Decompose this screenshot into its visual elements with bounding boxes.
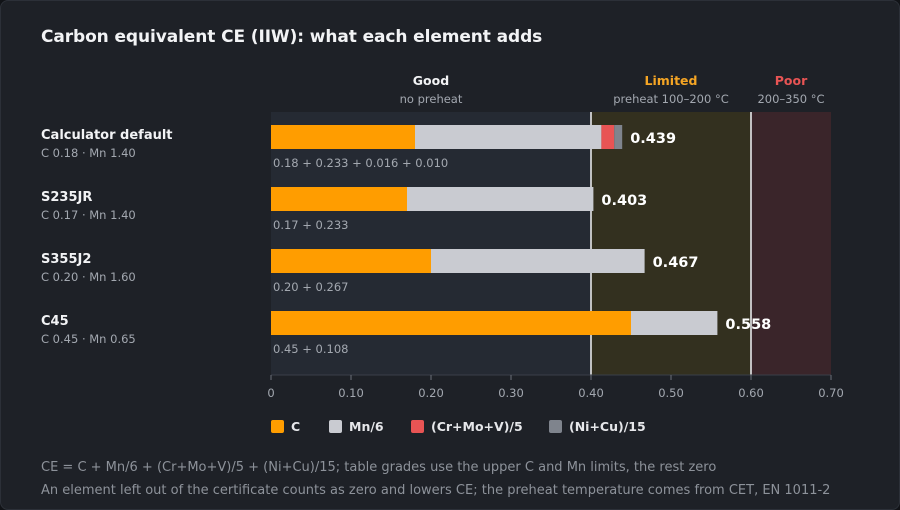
legend-label-mn6: Mn/6 [349,419,384,434]
zone-good-label: Good [413,73,449,88]
bar-segment-mn6 [431,249,645,273]
x-tick-label: 0.40 [578,386,604,400]
row-sublabel: C 0.20 · Mn 1.60 [41,270,136,284]
bar-formula-label: 0.17 + 0.233 [273,218,348,232]
bar-formula-label: 0.45 + 0.108 [273,342,348,356]
legend-label-crmov5: (Cr+Mo+V)/5 [431,419,523,434]
legend-label-c: C [291,419,300,434]
row-label: Calculator default [41,128,173,143]
zone-limited-band [591,112,751,375]
bar-segment-mn6 [415,125,602,149]
bar-segment-mn6 [631,311,718,335]
zone-limited-label: Limited [645,73,698,88]
chart-title: Carbon equivalent CE (IIW): what each el… [41,27,543,47]
bar-segment-crmov5 [601,125,615,149]
row-sublabel: C 0.17 · Mn 1.40 [41,208,136,222]
zone-good-band [271,112,591,375]
legend-label-nicu15: (Ni+Cu)/15 [569,419,646,434]
row-label: C45 [41,314,69,329]
zone-limited-sublabel: preheat 100–200 °C [613,92,729,106]
bar-formula-label: 0.18 + 0.233 + 0.016 + 0.010 [273,156,448,170]
bar-total-label: 0.558 [725,317,771,333]
zone-poor-sublabel: 200–350 °C [757,92,824,106]
bar-total-label: 0.439 [630,131,676,147]
x-tick-label: 0.10 [338,386,364,400]
x-tick-label: 0 [267,386,274,400]
x-tick-label: 0.20 [418,386,444,400]
zone-poor-label: Poor [775,73,808,88]
bar-total-label: 0.403 [601,193,647,209]
bar-segment-mn6 [407,187,594,211]
bar-segment-c [271,249,431,273]
zone-good-sublabel: no preheat [400,92,463,106]
formula-note: CE = C + Mn/6 + (Cr+Mo+V)/5 + (Ni+Cu)/15… [41,460,717,475]
bar-segment-c [271,187,407,211]
legend-swatch-mn6 [329,420,342,433]
row-sublabel: C 0.18 · Mn 1.40 [41,146,136,160]
legend-swatch-c [271,420,284,433]
bar-segment-c [271,125,415,149]
preheat-note: An element left out of the certificate c… [41,483,831,498]
x-tick-label: 0.60 [738,386,764,400]
bar-total-label: 0.467 [653,255,699,271]
bar-formula-label: 0.20 + 0.267 [273,280,348,294]
row-sublabel: C 0.45 · Mn 0.65 [41,332,136,346]
bar-segment-nicu15 [614,125,623,149]
x-tick-label: 0.30 [498,386,524,400]
legend-swatch-crmov5 [411,420,424,433]
x-tick-label: 0.70 [818,386,844,400]
bar-segment-c [271,311,631,335]
legend-swatch-nicu15 [549,420,562,433]
row-label: S355J2 [41,252,91,267]
x-tick-label: 0.50 [658,386,684,400]
zone-poor-band [751,112,831,375]
row-label: S235JR [41,190,92,205]
